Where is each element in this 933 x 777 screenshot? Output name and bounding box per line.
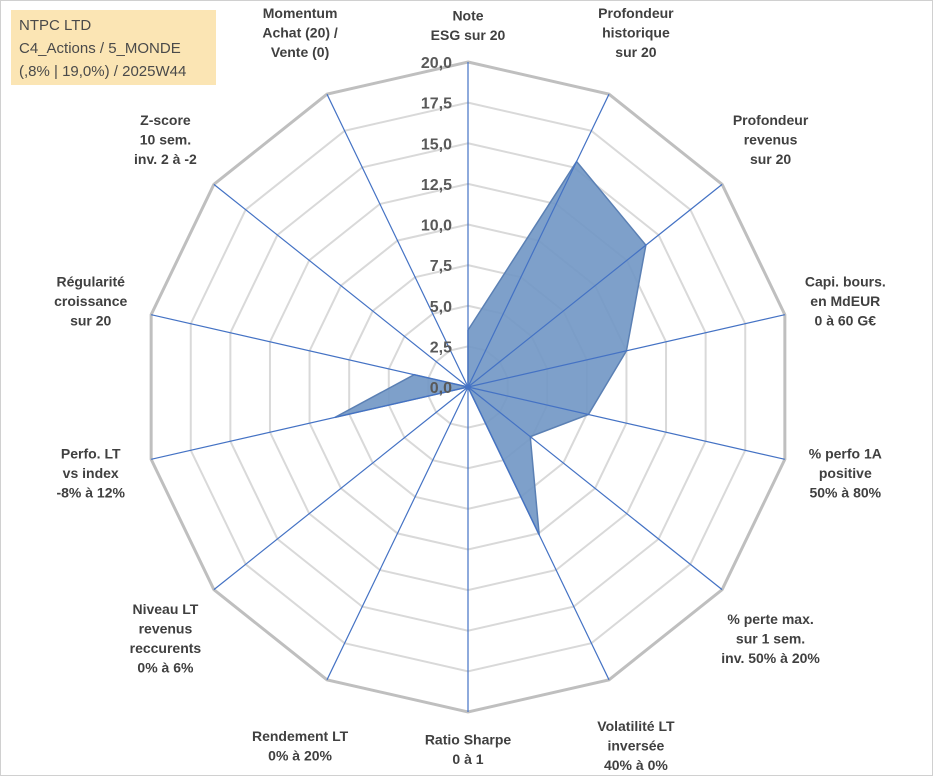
- axis-label-line: sur 20: [750, 151, 791, 167]
- axis-label-line: inversée: [607, 738, 664, 754]
- axis-label: Niveau LT revenus reccurents 0% à 6%: [130, 601, 202, 676]
- tick-label: 12,5: [421, 177, 452, 194]
- axis-spoke: [213, 386, 469, 591]
- axis-label: Rendement LT 0% à 20%: [252, 728, 349, 764]
- axis-label-line: sur 1 sem.: [736, 630, 805, 646]
- axis-label-line: Perfo. LT: [61, 446, 121, 462]
- axis-label: Momentum Achat (20) / Vente (0): [262, 5, 338, 60]
- radar-tick-labels: 0,0 2,5 5,0 7,5 10,0 12,5 15,0 17,5 20,0: [421, 55, 452, 397]
- axis-label: % perte max. sur 1 sem. inv. 50% à 20%: [721, 611, 820, 666]
- axis-label-line: -8% à 12%: [56, 485, 125, 501]
- axis-spoke: [326, 386, 469, 681]
- category-path: C4_Actions / 5_MONDE: [19, 40, 181, 57]
- axis-spoke: [326, 93, 469, 388]
- info-box: NTPC LTD C4_Actions / 5_MONDE (,8% | 19,…: [11, 10, 216, 85]
- tick-label: 10,0: [421, 218, 452, 235]
- axis-label-line: ESG sur 20: [431, 27, 506, 43]
- axis-spoke: [467, 93, 610, 388]
- axis-label-line: inv. 50% à 20%: [721, 650, 820, 666]
- axis-label-line: Régularité: [56, 273, 125, 289]
- axis-label-line: Note: [452, 7, 483, 23]
- axis-label-line: Profondeur: [733, 112, 809, 128]
- axis-label-line: 50% à 80%: [809, 485, 881, 501]
- axis-label-line: Ratio Sharpe: [425, 731, 512, 747]
- radar-axis-labels: Note ESG sur 20 Profondeur historique sur 20…: [54, 5, 886, 773]
- axis-label: Ratio Sharpe 0 à 1: [425, 731, 512, 767]
- axis-label-line: revenus: [744, 132, 798, 148]
- axis-label-line: 40% à 0%: [604, 757, 668, 773]
- axis-spoke: [151, 314, 469, 388]
- axis-label-line: Momentum: [263, 5, 338, 21]
- tick-label: 7,5: [430, 258, 452, 275]
- axis-label-line: en MdEUR: [810, 293, 880, 309]
- axis-spoke: [467, 386, 785, 460]
- radar-spokes: [151, 62, 785, 712]
- axis-label: Z-score 10 sem. inv. 2 à -2: [134, 112, 197, 167]
- axis-spoke: [151, 386, 469, 460]
- axis-label-line: Achat (20) /: [262, 24, 338, 40]
- axis-label-line: 0% à 6%: [137, 660, 194, 676]
- axis-label-line: vs index: [63, 465, 119, 481]
- axis-label-line: Profondeur: [598, 5, 674, 21]
- axis-label: Régularité croissance sur 20: [54, 273, 127, 328]
- axis-label-line: Vente (0): [271, 44, 329, 60]
- axis-label-line: 0 à 1: [452, 751, 483, 767]
- axis-label-line: historique: [602, 24, 670, 40]
- axis-label-line: Niveau LT: [132, 601, 198, 617]
- axis-label-line: revenus: [139, 621, 193, 637]
- axis-label: Profondeur historique sur 20: [598, 5, 674, 60]
- axis-label-line: positive: [819, 465, 872, 481]
- range-week: (,8% | 19,0%) / 2025W44: [19, 63, 187, 80]
- axis-label-line: % perte max.: [727, 611, 813, 627]
- axis-label: Capi. bours. en MdEUR 0 à 60 G€: [805, 273, 886, 328]
- axis-label-line: Rendement LT: [252, 728, 349, 744]
- axis-label: Profondeur revenus sur 20: [733, 112, 809, 167]
- axis-label-line: 0% à 20%: [268, 747, 332, 763]
- axis-label: Note ESG sur 20: [431, 7, 506, 43]
- axis-label-line: inv. 2 à -2: [134, 151, 197, 167]
- tick-label: 15,0: [421, 136, 452, 153]
- axis-label-line: sur 20: [70, 312, 111, 328]
- axis-label-line: Z-score: [140, 112, 191, 128]
- axis-label-line: Volatilité LT: [597, 718, 675, 734]
- axis-label-line: croissance: [54, 293, 127, 309]
- axis-label-line: reccurents: [130, 640, 202, 656]
- tick-label: 17,5: [421, 96, 452, 113]
- axis-label-line: Capi. bours.: [805, 273, 886, 289]
- axis-spoke: [467, 314, 785, 388]
- company-name: NTPC LTD: [19, 17, 92, 34]
- axis-label-line: sur 20: [615, 44, 656, 60]
- axis-spoke: [467, 183, 723, 388]
- tick-label: 0,0: [430, 380, 452, 397]
- tick-label: 20,0: [421, 55, 452, 72]
- axis-spoke: [213, 183, 469, 388]
- tick-label: 5,0: [430, 299, 452, 316]
- axis-label: Volatilité LT inversée 40% à 0%: [597, 718, 675, 773]
- axis-label-line: 0 à 60 G€: [815, 312, 877, 328]
- axis-label-line: % perfo 1A: [809, 446, 882, 462]
- axis-spoke: [467, 386, 723, 591]
- axis-label: Perfo. LT vs index -8% à 12%: [56, 446, 125, 501]
- tick-label: 2,5: [430, 339, 452, 356]
- axis-label: % perfo 1A positive 50% à 80%: [809, 446, 882, 501]
- axis-label-line: 10 sem.: [140, 132, 191, 148]
- axis-spoke: [467, 386, 610, 681]
